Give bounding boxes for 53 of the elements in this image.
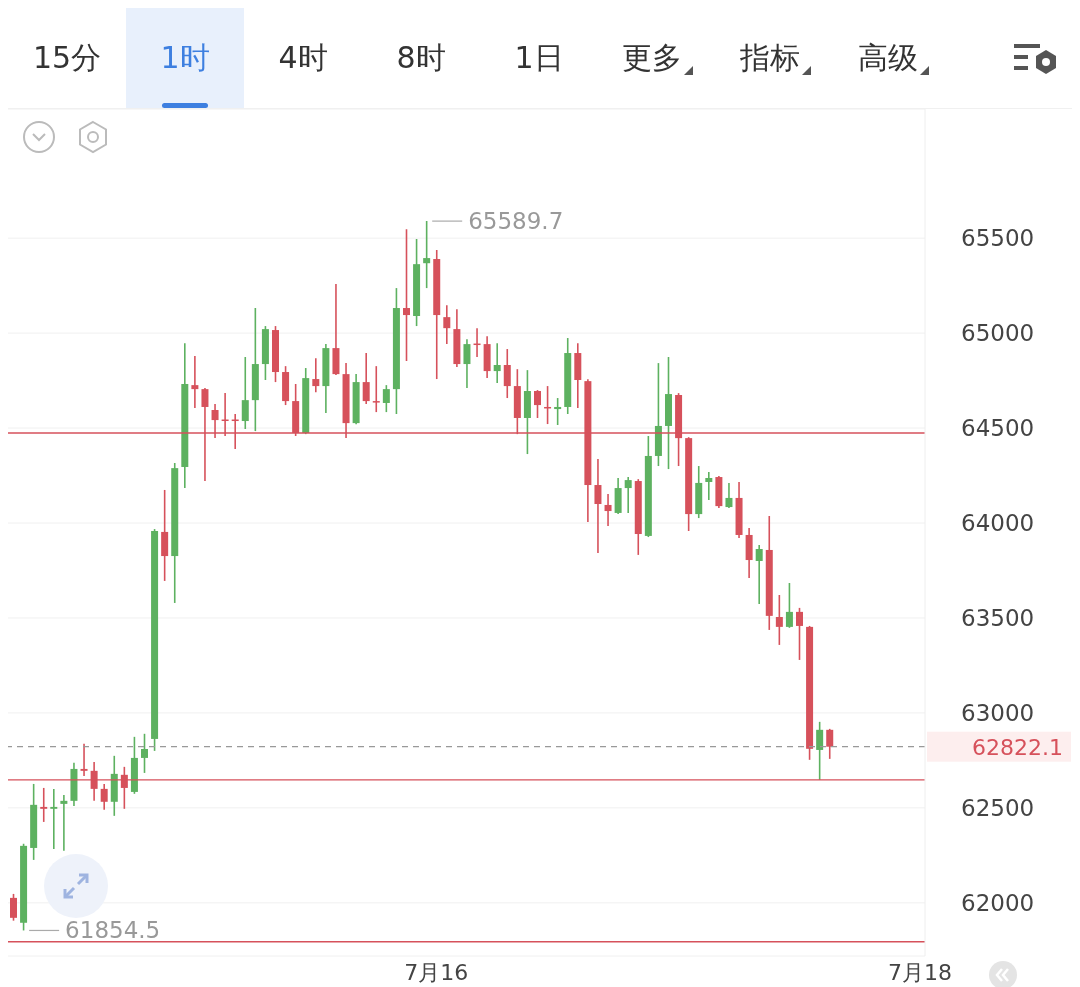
candlestick — [382, 384, 390, 413]
text: 8时 — [396, 38, 446, 77]
text: 1时 — [160, 38, 210, 77]
candlestick — [755, 544, 763, 605]
candlestick — [10, 893, 17, 922]
text: 4时 — [278, 38, 328, 77]
candlestick — [594, 458, 602, 554]
y-tick-label: 62500 — [961, 795, 1035, 822]
y-tick-label: 64000 — [961, 510, 1035, 537]
candlestick — [191, 355, 199, 409]
annotation: 65589.7 — [468, 208, 564, 235]
candlestick — [463, 338, 471, 389]
text: 更多 — [621, 38, 682, 77]
y-tick-label: 63500 — [961, 605, 1035, 632]
candlestick — [785, 582, 793, 629]
candlestick — [100, 783, 108, 811]
candlestick — [554, 397, 562, 426]
candlestick — [372, 365, 380, 413]
candlestick — [604, 493, 612, 527]
candlestick — [362, 352, 370, 405]
candlestick — [816, 721, 824, 781]
candlestick — [725, 482, 733, 509]
candlestick — [443, 304, 451, 345]
candlestick — [60, 794, 68, 852]
y-tick-label: 65000 — [961, 320, 1035, 347]
candlestick — [241, 356, 249, 430]
annotation: 61854.5 — [65, 917, 161, 944]
y-tick-label: 62000 — [961, 889, 1035, 916]
candlestick — [826, 728, 834, 760]
candlestick — [503, 348, 511, 399]
candlestick — [312, 357, 320, 393]
text: 指标 — [739, 38, 800, 77]
candlestick — [775, 594, 783, 646]
candlestick — [50, 788, 58, 850]
candlestick — [534, 389, 541, 419]
text: 1日 — [514, 38, 564, 77]
ref-line-label: 62822.1 — [972, 734, 1063, 760]
text: 15分 — [32, 38, 102, 77]
candlestick — [493, 342, 501, 384]
candlestick — [40, 787, 48, 823]
candlestick — [80, 743, 88, 777]
y-tick-label: 64500 — [961, 415, 1035, 442]
candlestick — [705, 471, 713, 501]
candlestick — [423, 220, 431, 289]
text: 高级 — [857, 38, 918, 77]
x-tick-label: 7月18 — [887, 959, 952, 985]
y-tick-label: 63000 — [961, 700, 1035, 727]
x-tick-label: 7月16 — [404, 959, 469, 985]
candlestick — [624, 476, 632, 514]
y-tick-label: 65500 — [961, 225, 1035, 252]
candlestick — [403, 228, 410, 362]
candlestick — [141, 733, 148, 774]
candlestick — [796, 607, 803, 661]
